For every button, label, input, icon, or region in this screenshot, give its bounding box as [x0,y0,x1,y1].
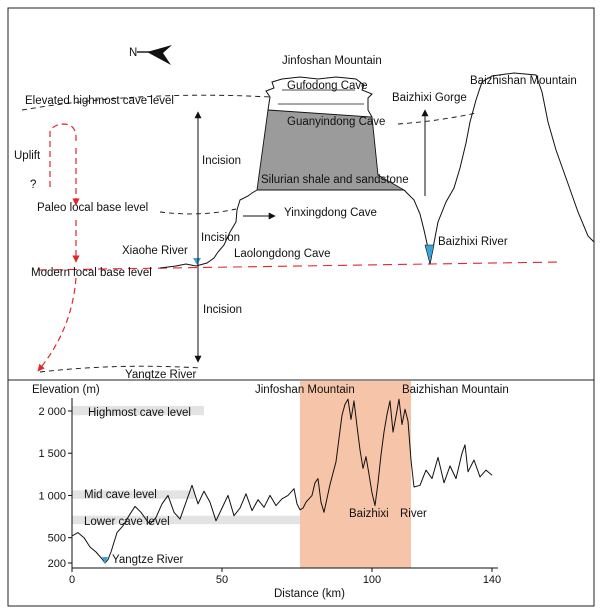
x-tick-label: 0 [69,574,75,586]
laolongdong-cave-label: Laolongdong Cave [234,248,331,260]
y-tick-label: 2 000 [38,406,66,418]
incision-lower-label: Incision [203,304,242,316]
y-tick-label: 500 [48,533,66,545]
lower-band-label: Lower cave level [84,516,170,528]
incision-upper-label: Incision [202,155,241,167]
silurian-label: Silurian shale and sandstone [261,174,409,186]
guanyindong-cave-label: Guanyindong Cave [287,116,385,128]
profile-ylabel: Elevation (m) [32,384,100,396]
baizhishan-peak-label: Baizhishan Mountain [402,384,509,396]
y-tick-label: 1 000 [38,490,66,502]
yangtze-water-marker [102,557,108,564]
x-tick-label: 140 [483,574,501,586]
x-tick-label: 50 [216,574,228,586]
jinfoshan-mountain-label: Jinfoshan Mountain [282,55,382,67]
elevated-level-line [21,94,271,111]
y-tick-label: 1 500 [38,448,66,460]
mountain-highlight-zone [300,381,411,568]
gufodong-cave-label: Gufodong Cave [287,80,368,92]
incision-middle-label: Incision [201,232,240,244]
paleo-level-label: Paleo local base level [37,202,148,214]
uplift-label: Uplift [14,150,41,162]
silurian-shale-block [256,109,406,191]
guanyindong-level-line [397,112,477,125]
highmost-band-label: Highmost cave level [88,407,191,419]
baizhixi-river-water [424,244,435,265]
jinfoshan-cap [265,76,373,118]
uplift-loop [49,123,77,187]
yinxingdong-cave-label: Yinxingdong Cave [284,207,377,219]
bottom-panel-frame [7,379,595,607]
uplift-arrow-3 [37,277,77,372]
yangtze-river-label: Yangtze River [125,369,197,381]
cave-level-band-2 [72,490,195,499]
x-tick-label: 100 [363,574,381,586]
y-tick-label: 200 [48,558,66,570]
river-valley-label: River [400,508,427,520]
modern-level-line [37,261,561,271]
jinfoshan-peak-label: Jinfoshan Mountain [255,384,355,396]
profile-xlabel: Distance (km) [274,588,345,600]
xiaohe-river-marker [193,258,201,265]
jinfoshan-left-cliff [267,96,271,111]
mid-band-label: Mid cave level [84,489,157,501]
elevation-profile-line [71,398,493,564]
modern-level-label: Modern local base level [31,267,152,279]
left-slope-profile [159,189,258,269]
xiaohe-river-label: Xiaohe River [122,245,188,257]
elevated-level-label: Elevated highmost cave level [25,95,174,107]
elevation-profile-chart: 200 500 1 000 1 500 2 000 0 50 100 140 Elevation… [7,379,595,607]
baizhixi-river-label: Baizhixi River [438,236,508,248]
baizhixi-gorge-label: Baizhixi Gorge [392,92,467,104]
yangtze-level-line [39,365,201,373]
north-arrow-icon [137,45,172,65]
cave-level-band-3 [72,515,300,525]
question-mark-label: ? [30,179,36,191]
geologic-cross-section: N Jinfoshan Mountain Baizhishan Mo [7,7,595,381]
baizhishan-mountain-label: Baizhishan Mountain [470,75,577,87]
baizhixi-valley-label: Baizhixi [349,508,389,520]
north-label: N [129,47,137,59]
cave-level-band-1 [72,405,204,416]
yangtze-valley-label: Yangtze River [112,554,184,566]
